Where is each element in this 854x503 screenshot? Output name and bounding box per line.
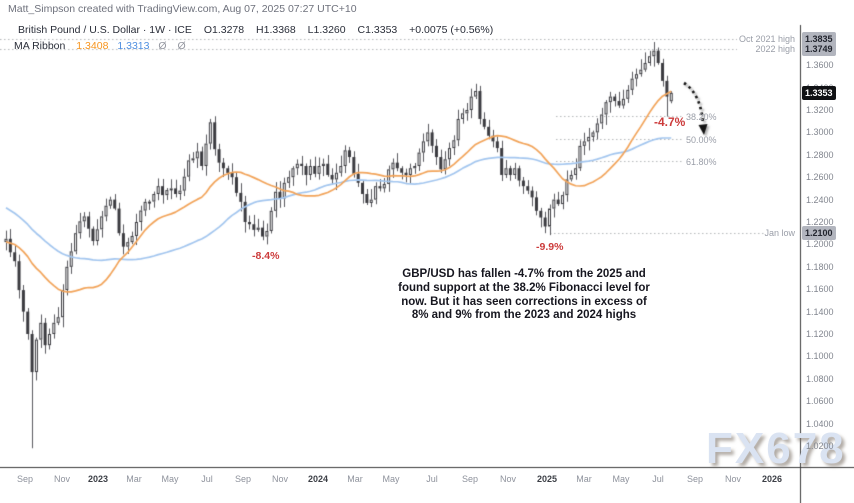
ma-slow-value: 1.3313 (117, 40, 150, 52)
time-tick: Jul (426, 474, 438, 484)
time-tick: Jul (652, 474, 664, 484)
analysis-note-line: GBP/USD has fallen -4.7% from the 2025 a… (402, 268, 646, 280)
price-tick: 1.1200 (806, 329, 834, 339)
ohlc-open: O1.3278 (203, 24, 245, 36)
ohlc-high: H1.3368 (256, 24, 296, 36)
time-tick: 2025 (536, 474, 558, 484)
time-tick: May (612, 474, 630, 484)
price-tick: 1.2200 (806, 217, 834, 227)
price-tick: 1.1800 (806, 261, 834, 272)
time-tick: Sep (686, 474, 704, 484)
price-tick: 1.0600 (806, 396, 834, 407)
ma-ribbon-legend-row[interactable]: MA Ribbon 1.3408 1.3313 Ø Ø (14, 40, 190, 52)
time-tick: 2026 (761, 474, 783, 484)
time-tick: Mar (576, 474, 592, 484)
time-tick: Mar (126, 474, 142, 484)
current-price-tag: 1.3353 (802, 85, 836, 100)
time-tick: Nov (724, 474, 742, 484)
time-tick: Mar (347, 474, 363, 484)
analysis-note-line: found support at the 38.2% Fibonacci lev… (398, 281, 650, 294)
symbol-title: British Pound / U.S. Dollar · 1W · ICE (18, 24, 192, 36)
key-level-label: 2022 high (755, 43, 795, 54)
key-level-label: Jan low (764, 228, 795, 239)
price-tick: 1.1600 (806, 284, 834, 295)
time-tick: Nov (499, 474, 517, 484)
time-tick: Sep (16, 474, 34, 484)
ma-hidden-values: Ø Ø (158, 40, 190, 52)
level-price-tag: 1.3749 (802, 41, 836, 56)
price-tick: 1.2400 (806, 194, 834, 205)
price-tick: 1.2600 (806, 172, 834, 183)
price-change: +0.0075 (+0.56%) (409, 24, 494, 36)
time-tick: Nov (271, 474, 289, 484)
time-tick: Jul (201, 474, 213, 484)
price-tick: 1.1000 (806, 351, 834, 362)
watermark: FX678 (706, 424, 846, 473)
symbol-legend-row[interactable]: British Pound / U.S. Dollar · 1W · ICE O… (18, 24, 493, 36)
time-tick: May (382, 474, 400, 484)
price-tick: 1.1400 (806, 306, 834, 317)
price-tick: 1.2800 (806, 149, 834, 160)
time-tick: May (161, 474, 179, 484)
price-tick: 1.3000 (806, 127, 834, 138)
time-tick: 2024 (307, 474, 329, 484)
fib-level-label: 50.00% (686, 134, 717, 145)
credit-line: Matt_Simpson created with TradingView.co… (8, 3, 357, 15)
ohlc-low: L1.3260 (307, 24, 346, 36)
ma-fast-value: 1.3408 (76, 40, 109, 52)
key-level-label: Oct 2021 high (738, 33, 795, 44)
correction-pct-label: -8.4% (252, 250, 280, 262)
fib-level-label: 61.80% (686, 156, 717, 167)
level-price-tag: 1.2100 (802, 226, 836, 241)
analysis-note: GBP/USD has fallen -4.7% from the 2025 a… (380, 268, 668, 323)
ma-ribbon-label: MA Ribbon (14, 40, 66, 52)
price-tick: 1.0200 (806, 441, 834, 451)
correction-pct-label: -4.7% (654, 115, 686, 129)
price-tick: 1.3200 (806, 105, 834, 115)
price-tick: 1.0800 (806, 373, 834, 384)
time-tick: 2023 (87, 474, 109, 484)
ohlc-close: C1.3353 (357, 24, 398, 36)
price-tick: 1.2000 (806, 239, 834, 250)
time-tick: Nov (53, 474, 71, 484)
correction-pct-label: -9.9% (536, 241, 564, 253)
analysis-note-line: now. But it has seen corrections in exce… (401, 295, 647, 308)
price-tick: 1.3600 (806, 60, 834, 71)
analysis-note-line: 8% and 9% from the 2023 and 2024 highs (411, 309, 637, 322)
time-tick: Sep (461, 474, 479, 484)
price-tick: 1.0400 (806, 418, 834, 429)
fib-level-label: 38.20% (686, 112, 717, 123)
time-tick: Sep (234, 474, 252, 484)
